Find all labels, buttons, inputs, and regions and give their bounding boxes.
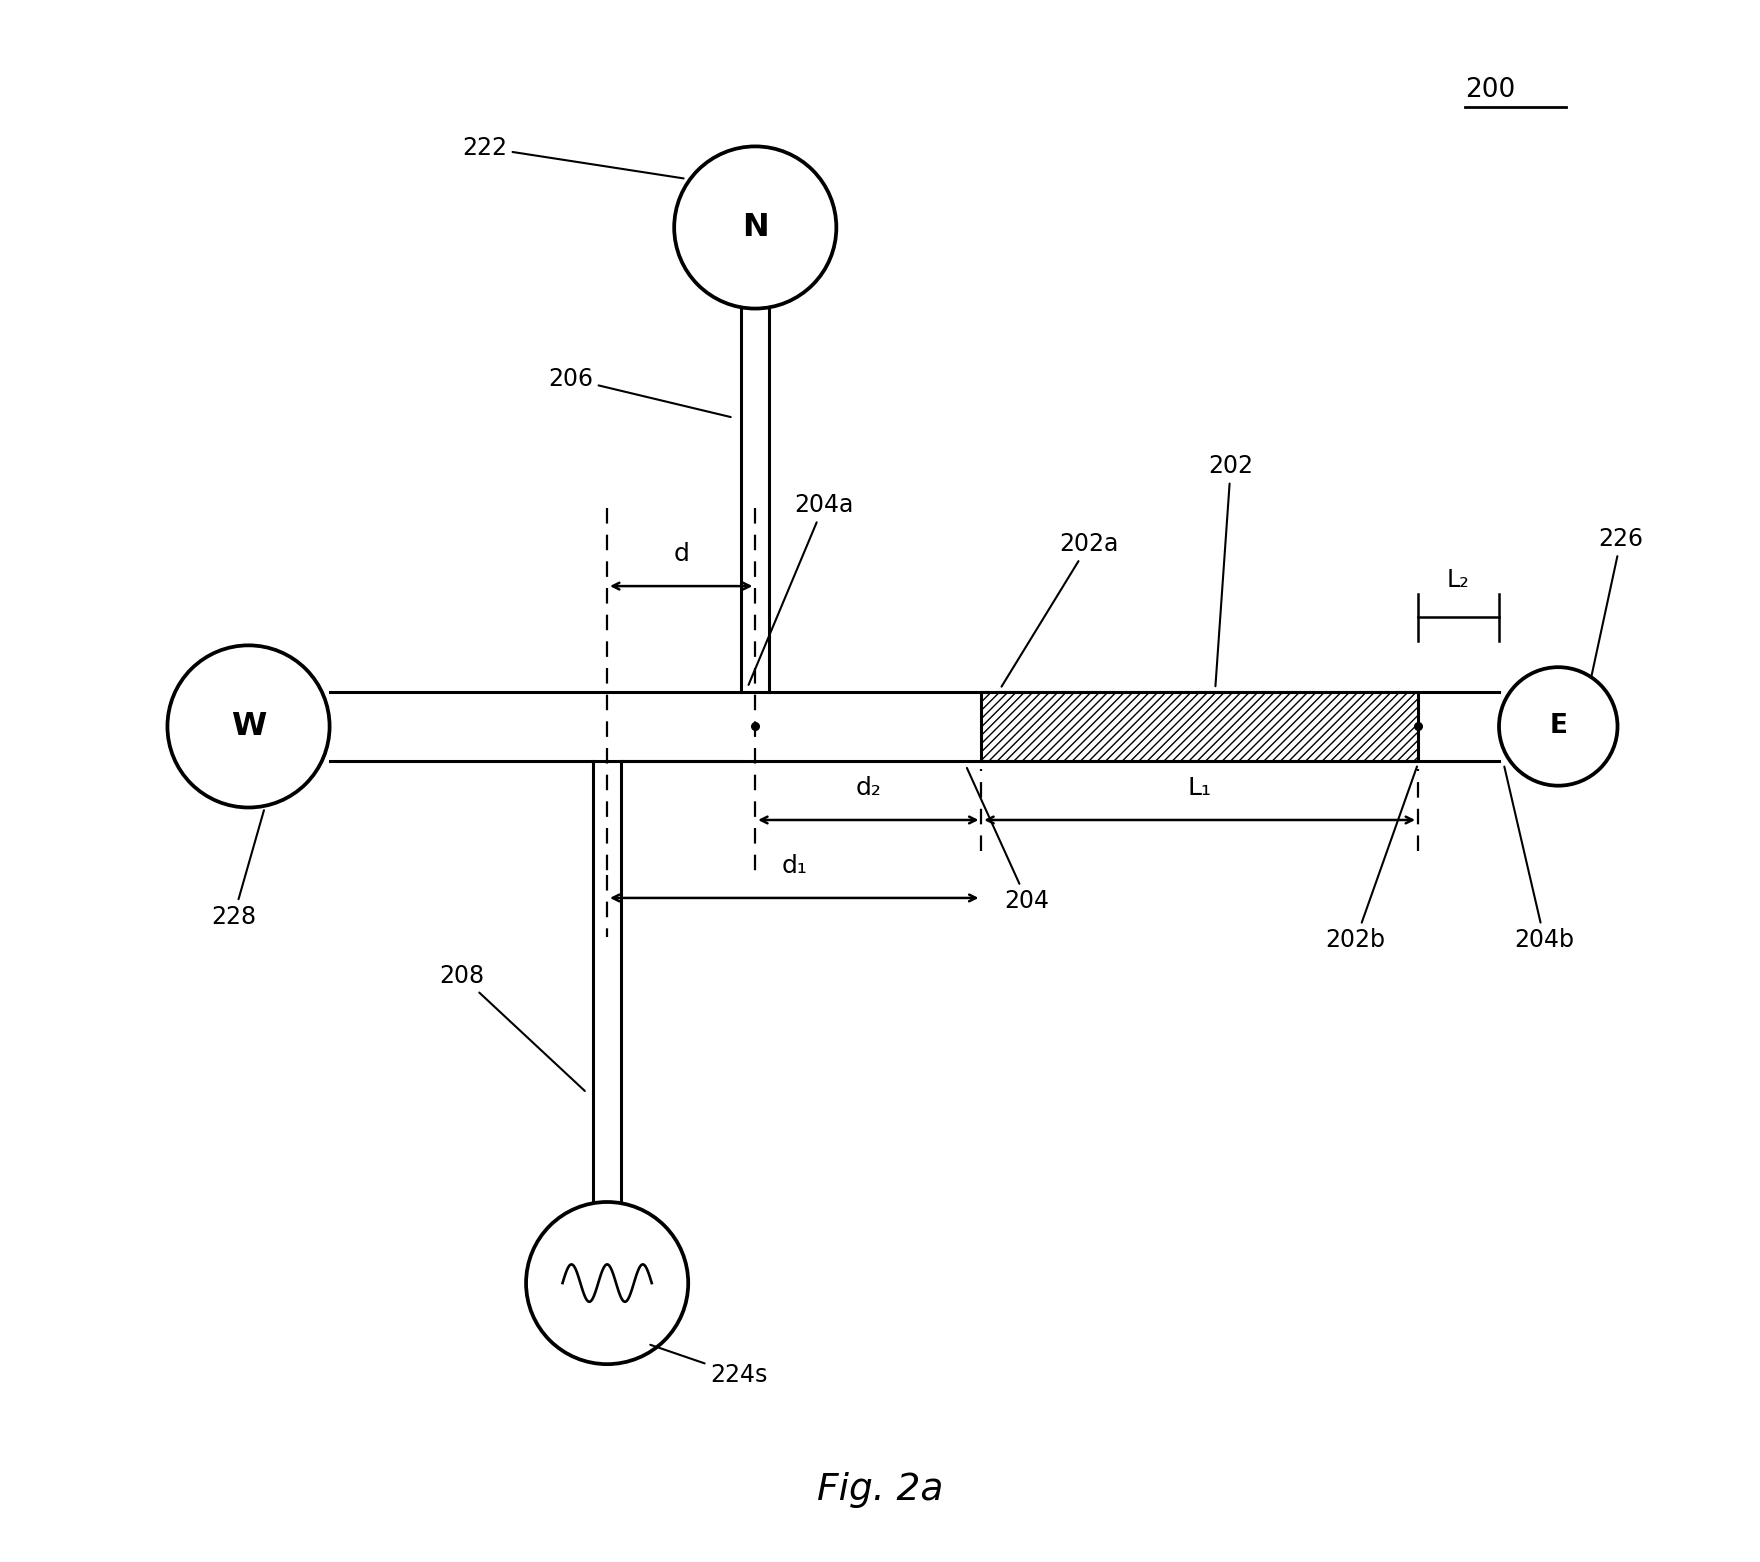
Text: 204b: 204b <box>1505 767 1575 953</box>
Text: 222: 222 <box>463 136 683 178</box>
Text: d₂: d₂ <box>855 776 882 800</box>
Text: d: d <box>674 542 690 565</box>
Text: 202: 202 <box>1209 455 1253 686</box>
Text: 228: 228 <box>211 811 264 929</box>
Text: 206: 206 <box>547 367 730 417</box>
Text: E: E <box>1549 714 1566 739</box>
Text: 202b: 202b <box>1325 767 1417 953</box>
Text: 224s: 224s <box>649 1345 767 1387</box>
Bar <box>982 692 1419 761</box>
Text: 202a: 202a <box>1001 533 1119 687</box>
Text: 200: 200 <box>1464 77 1515 103</box>
Text: 208: 208 <box>438 964 584 1090</box>
Text: 226: 226 <box>1591 526 1644 676</box>
Text: 204: 204 <box>966 769 1049 914</box>
Text: L₂: L₂ <box>1447 569 1470 592</box>
Text: Fig. 2a: Fig. 2a <box>817 1473 943 1509</box>
Text: d₁: d₁ <box>781 854 808 878</box>
Text: 204a: 204a <box>748 494 854 684</box>
Text: W: W <box>231 711 266 742</box>
Text: L₁: L₁ <box>1188 776 1211 800</box>
Text: N: N <box>743 212 769 244</box>
